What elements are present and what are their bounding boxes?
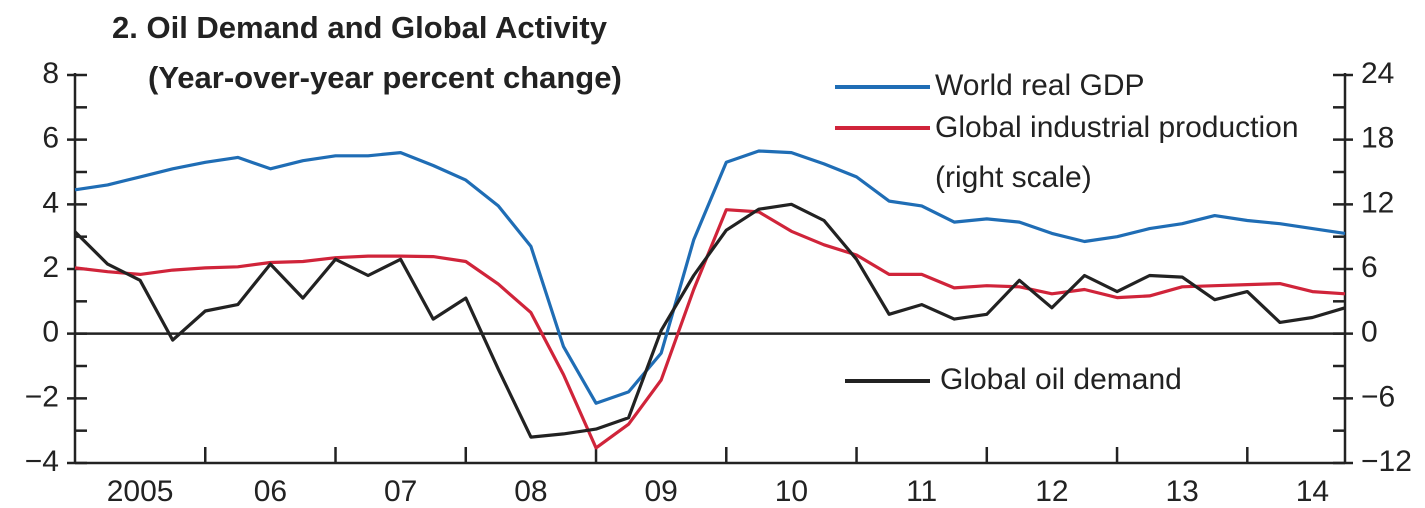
x-tick-label: 2005	[107, 475, 174, 508]
legend-box: Global industrial production (right scal…	[935, 111, 1299, 194]
y2-tick-label: 6	[1361, 251, 1378, 284]
x-tick-label: 08	[514, 475, 547, 508]
y-tick-label: 2	[42, 251, 59, 284]
y-tick-label: 8	[42, 57, 59, 90]
x-tick-label: 10	[775, 475, 808, 508]
y2-tick-label: 24	[1361, 57, 1394, 90]
series-line	[74, 208, 1346, 450]
y2-tick-label: 18	[1361, 122, 1394, 155]
legend-label: Global oil demand	[940, 363, 1182, 396]
chart-title: 2. Oil Demand and Global Activity	[112, 10, 608, 45]
y2-tick-label: −6	[1361, 380, 1395, 413]
y-tick-label: 4	[42, 186, 59, 219]
y2-tick-label: −12	[1361, 445, 1412, 478]
x-tick-label: 14	[1296, 475, 1329, 508]
legend-label: Global industrial production (right scal…	[935, 111, 1299, 194]
x-tick-label: 11	[906, 475, 937, 508]
y-tick-label: −2	[25, 380, 59, 413]
x-tick-label: 12	[1035, 475, 1068, 508]
series-line	[73, 202, 1346, 439]
x-tick-label: 06	[254, 475, 287, 508]
y2-tick-label: 12	[1361, 186, 1394, 219]
x-tick-label: 13	[1165, 475, 1198, 508]
y-tick-label: 0	[42, 316, 59, 349]
x-tick-label: 07	[384, 475, 417, 508]
y-tick-label: 6	[42, 122, 59, 155]
x-tick-label: 09	[644, 475, 677, 508]
series-line	[74, 149, 1346, 405]
y-tick-label: −4	[25, 445, 59, 478]
legend-label: World real GDP	[935, 69, 1145, 102]
y2-tick-label: 0	[1361, 316, 1378, 349]
chart-subtitle: (Year-over-year percent change)	[148, 60, 622, 95]
